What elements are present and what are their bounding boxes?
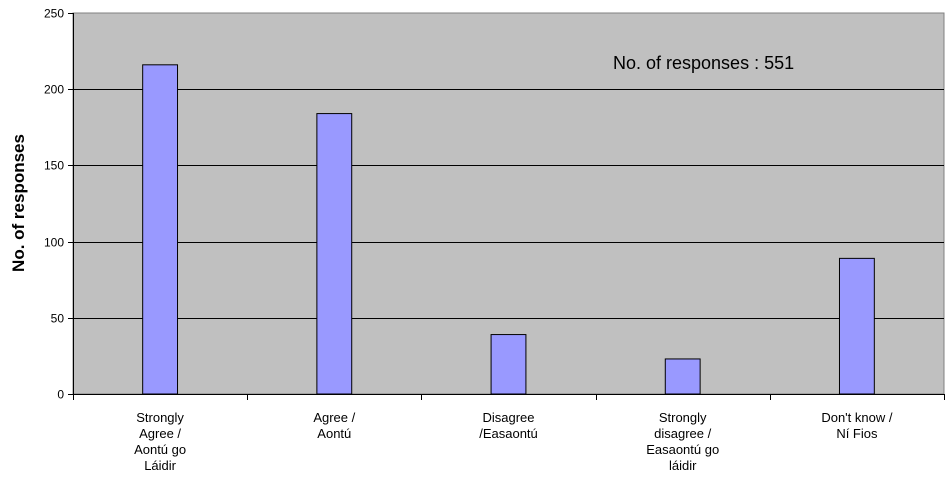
plot-area [72, 12, 945, 395]
x-category-label: Disagree/Easaontú [479, 410, 538, 441]
x-category-label-line: Láidir [144, 458, 176, 473]
x-category-label-line: /Easaontú [479, 426, 538, 441]
x-category-label-line: Strongly [136, 410, 184, 425]
bar [142, 64, 179, 395]
y-axis-label: No. of responses [9, 134, 28, 272]
axes [68, 13, 945, 400]
y-tick-label: 250 [44, 7, 64, 21]
y-tick-label: 0 [57, 388, 64, 402]
x-category-label-line: Don't know / [821, 410, 893, 425]
y-tick-label: 200 [44, 83, 64, 97]
x-category-label-line: Easaontú go [646, 442, 719, 457]
y-tick-label: 50 [51, 312, 65, 326]
total-responses-annotation: No. of responses : 551 [613, 53, 794, 73]
y-tick-labels: 0 50 100 150 200 250 [44, 7, 64, 402]
x-category-label: Agree / Aontú [313, 410, 355, 441]
bar [838, 257, 875, 395]
y-tick-label: 100 [44, 236, 64, 250]
x-category-label-line: Disagree [482, 410, 534, 425]
bar [316, 113, 353, 395]
x-category-label-line: Agree / [313, 410, 355, 425]
x-category-label: Strongly Agree / Aontú go Láidir [134, 410, 186, 473]
x-category-label-line: disagree / [654, 426, 711, 441]
x-category-label-line: Strongly [659, 410, 707, 425]
x-category-label: Strongly disagree / Easaontú go láidir [646, 410, 719, 473]
x-category-label-line: Ní Fios [836, 426, 878, 441]
x-category-label-line: Aontú go [134, 442, 186, 457]
x-category-label-line: láidir [669, 458, 697, 473]
bar [664, 358, 701, 395]
x-category-label-line: Aontú [317, 426, 351, 441]
x-category-label: Don't know / Ní Fios [821, 410, 893, 441]
x-category-label-line: Agree / [139, 426, 181, 441]
gridlines [73, 89, 944, 319]
bar [490, 334, 527, 395]
y-tick-label: 150 [44, 159, 64, 173]
